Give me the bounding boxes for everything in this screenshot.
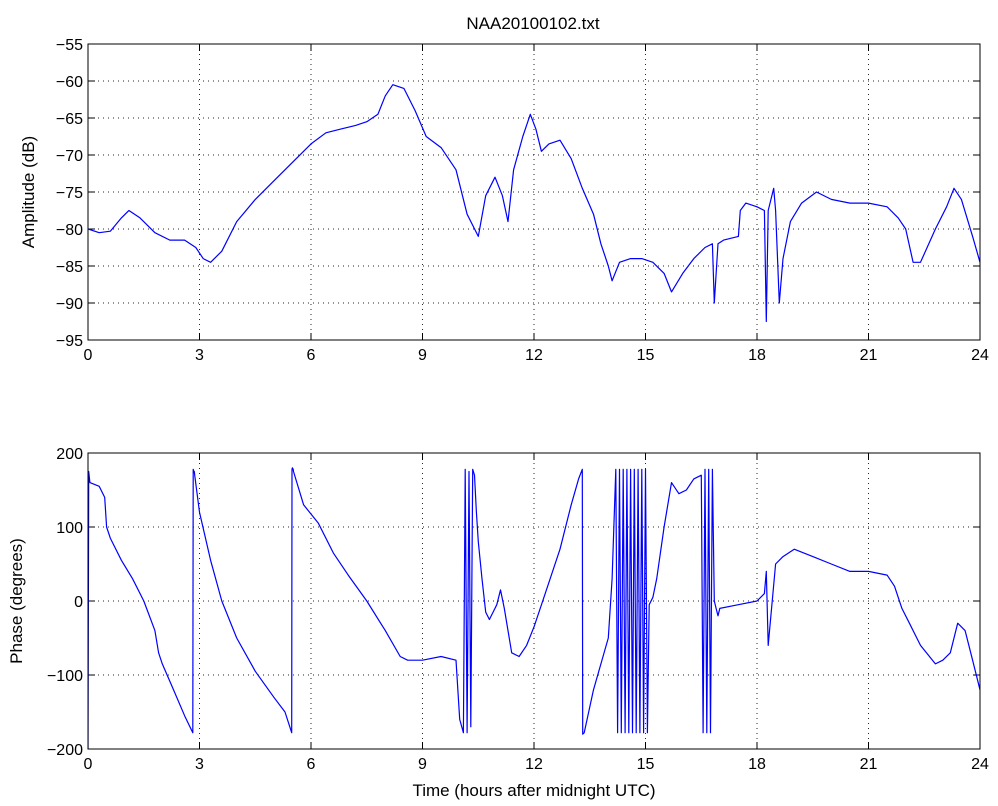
amplitude-series-line bbox=[88, 84, 980, 323]
phase-axes: 0 3 6 9 12 15 18 21 24 200 100 0 −100 −200 Phase (degr… bbox=[7, 446, 989, 800]
y-axis-label: Phase (degrees) bbox=[7, 538, 26, 664]
y-tick-label: −80 bbox=[56, 222, 83, 239]
x-tick-label: 0 bbox=[84, 756, 93, 773]
y-tick-label: 200 bbox=[56, 446, 83, 463]
figure-title: NAA20100102.txt bbox=[466, 14, 600, 33]
axes-frame bbox=[87, 452, 981, 750]
y-axis-label: Amplitude (dB) bbox=[19, 136, 38, 248]
phase-series-line bbox=[88, 467, 980, 749]
x-tick-label: 9 bbox=[418, 347, 427, 364]
x-tick-label: 6 bbox=[307, 756, 316, 773]
y-tick-label: −85 bbox=[56, 259, 83, 276]
x-tick-label: 18 bbox=[748, 347, 766, 364]
x-tick-label: 15 bbox=[637, 347, 655, 364]
x-tick-label: 21 bbox=[860, 756, 878, 773]
x-tick-label: 9 bbox=[418, 756, 427, 773]
y-tick-label: −95 bbox=[56, 333, 83, 350]
x-tick-label: 6 bbox=[307, 347, 316, 364]
x-tick-label: 15 bbox=[637, 756, 655, 773]
y-tick-label: −100 bbox=[47, 668, 83, 685]
x-tick-label: 18 bbox=[748, 756, 766, 773]
x-tick-label: 24 bbox=[971, 756, 989, 773]
x-tick-label: 3 bbox=[195, 756, 204, 773]
x-tick-label: 21 bbox=[860, 347, 878, 364]
y-tick-label: −70 bbox=[56, 148, 83, 165]
x-axis-label: Time (hours after midnight UTC) bbox=[412, 781, 655, 800]
amplitude-axes: 0 3 6 9 12 15 18 21 24 −55 −60 −65 −70 −75 −80 −85 −90 −9… bbox=[19, 37, 989, 364]
y-tick-label: 0 bbox=[74, 594, 83, 611]
x-tick-label: 3 bbox=[195, 347, 204, 364]
y-tick-label: −60 bbox=[56, 74, 83, 91]
x-tick-label: 12 bbox=[525, 756, 543, 773]
x-tick-label: 0 bbox=[84, 347, 93, 364]
y-tick-label: −200 bbox=[47, 742, 83, 759]
y-tick-label: −65 bbox=[56, 111, 83, 128]
y-tick-label: −90 bbox=[56, 296, 83, 313]
x-tick-label: 24 bbox=[971, 347, 989, 364]
y-tick-label: 100 bbox=[56, 520, 83, 537]
y-tick-label: −75 bbox=[56, 185, 83, 202]
x-tick-label: 12 bbox=[525, 347, 543, 364]
axes-frame bbox=[87, 43, 981, 341]
y-tick-label: −55 bbox=[56, 37, 83, 54]
